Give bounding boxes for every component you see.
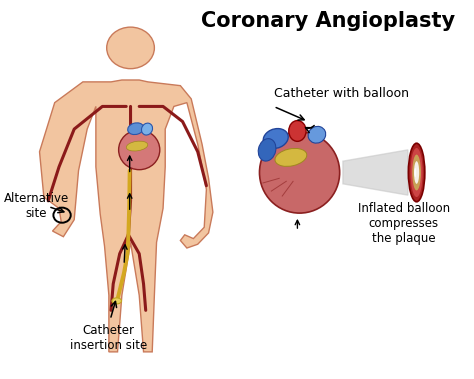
Ellipse shape (308, 126, 326, 143)
Ellipse shape (409, 143, 425, 202)
Ellipse shape (263, 128, 288, 149)
Circle shape (107, 27, 155, 69)
Polygon shape (343, 150, 408, 195)
Ellipse shape (112, 298, 121, 304)
Ellipse shape (414, 168, 416, 177)
Text: Alternative
site: Alternative site (4, 193, 69, 221)
Ellipse shape (289, 121, 306, 141)
Ellipse shape (275, 149, 307, 166)
Ellipse shape (412, 155, 421, 190)
Ellipse shape (259, 132, 340, 213)
Ellipse shape (118, 130, 160, 170)
Text: Catheter with balloon: Catheter with balloon (273, 87, 409, 100)
Ellipse shape (258, 139, 276, 161)
Text: Inflated balloon
compresses
the plaque: Inflated balloon compresses the plaque (357, 202, 450, 245)
Text: Coronary Angioplasty: Coronary Angioplasty (201, 11, 455, 31)
Ellipse shape (414, 161, 419, 184)
Ellipse shape (410, 148, 423, 197)
Ellipse shape (141, 123, 153, 135)
Text: Catheter
insertion site: Catheter insertion site (70, 324, 147, 352)
Polygon shape (39, 80, 213, 352)
Ellipse shape (128, 123, 144, 135)
Ellipse shape (127, 141, 148, 151)
